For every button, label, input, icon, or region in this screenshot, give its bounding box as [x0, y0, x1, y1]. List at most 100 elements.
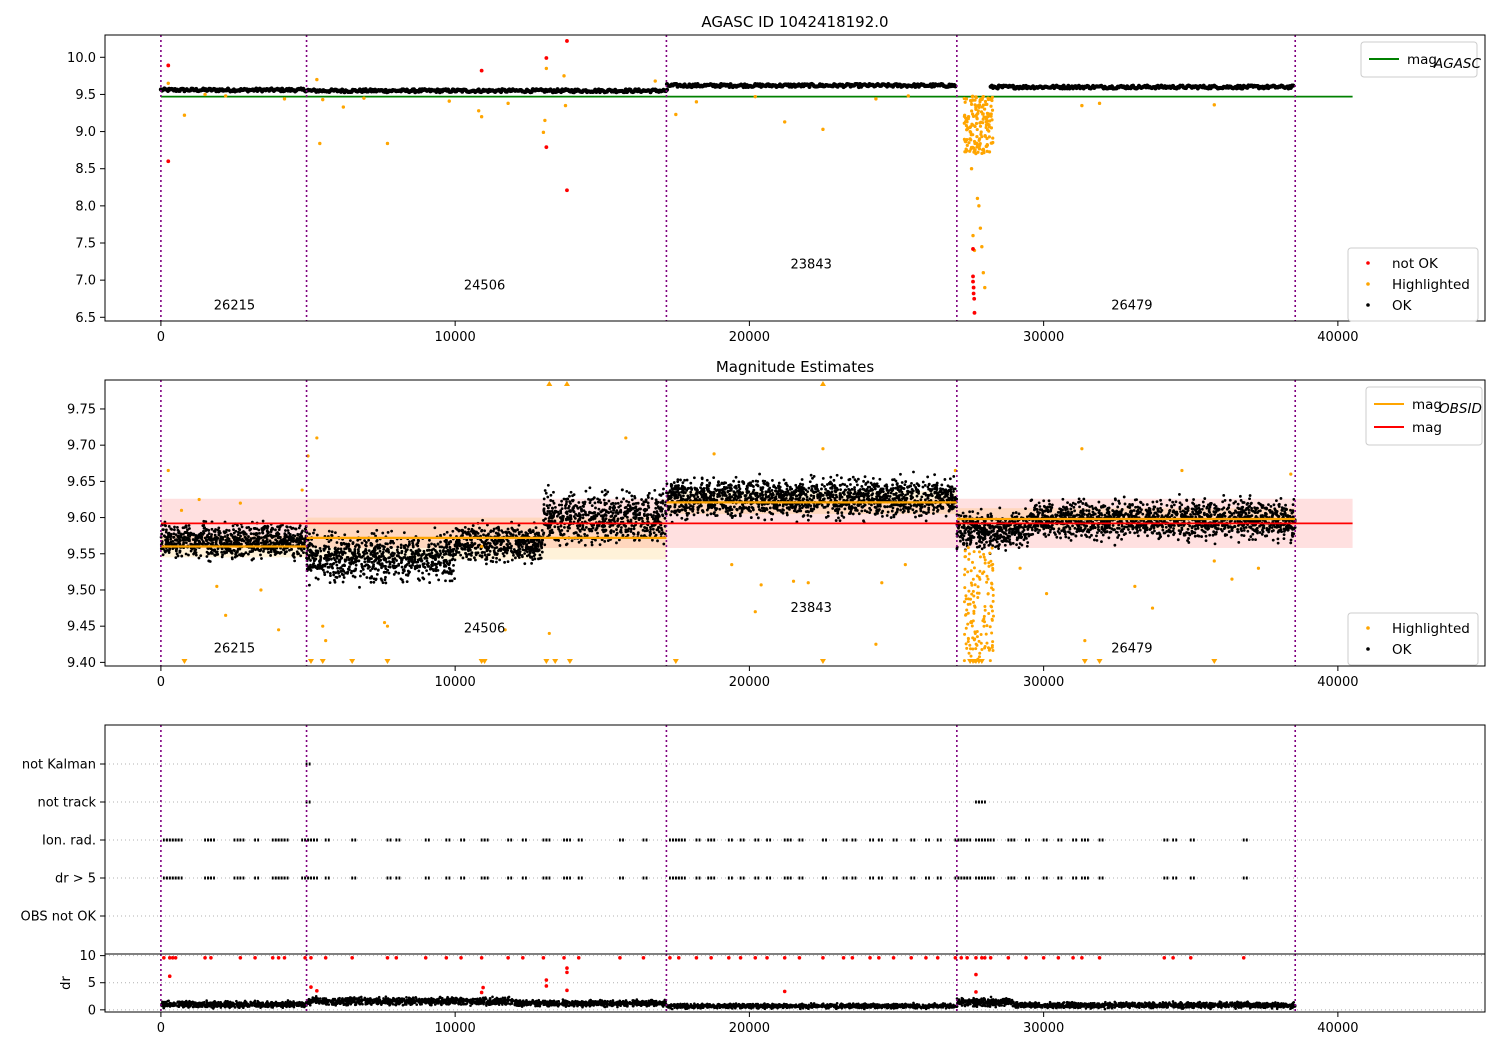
- ok-point: [639, 524, 643, 528]
- ok-point: [493, 546, 497, 550]
- ok-point: [195, 536, 199, 540]
- ok-point: [266, 550, 270, 554]
- ok-point: [485, 547, 489, 551]
- ok-point: [603, 488, 607, 492]
- ok-point: [654, 506, 658, 510]
- ok-point: [768, 506, 772, 510]
- ok-point: [247, 535, 250, 538]
- ok-point: [199, 554, 203, 558]
- ok-point: [839, 488, 842, 492]
- ok-point: [290, 547, 293, 551]
- ok-point: [354, 563, 358, 567]
- ok-point: [891, 483, 894, 487]
- x-tick-label: 0: [157, 330, 165, 345]
- ok-point: [387, 571, 391, 575]
- ok-point: [763, 518, 767, 522]
- ok-point: [619, 516, 623, 520]
- ok-point: [641, 528, 645, 532]
- ok-point: [693, 486, 697, 490]
- ok-point: [236, 549, 239, 553]
- ok-point: [506, 560, 510, 564]
- ok-point: [660, 528, 664, 532]
- ok-point: [829, 475, 833, 479]
- ok-point: [359, 569, 363, 573]
- ok-point: [303, 538, 306, 542]
- ok-point: [493, 538, 497, 542]
- ok-point: [388, 556, 392, 559]
- highlighted-point: [968, 98, 973, 103]
- ok-point: [455, 546, 459, 550]
- ok-point: [191, 538, 195, 541]
- ok-point: [386, 530, 390, 534]
- ok-point: [821, 498, 825, 501]
- ok-point: [540, 546, 544, 550]
- ok-point: [439, 533, 442, 537]
- ok-point: [615, 496, 619, 500]
- ok-point: [590, 540, 594, 544]
- ok-point: [932, 512, 935, 515]
- ok-point: [542, 511, 546, 515]
- ok-point: [612, 530, 616, 533]
- ok-point: [219, 535, 223, 539]
- ok-point: [318, 559, 322, 563]
- ok-point: [315, 533, 319, 537]
- ok-point: [529, 538, 533, 542]
- ok-point: [579, 508, 583, 512]
- ok-point: [510, 558, 514, 562]
- ok-point: [801, 483, 805, 486]
- ok-point: [345, 571, 349, 575]
- ok-point: [464, 543, 467, 547]
- highlighted-point: [962, 137, 967, 141]
- ok-point: [377, 556, 381, 560]
- ok-point: [387, 560, 391, 564]
- ok-point: [376, 568, 380, 572]
- ok-point: [590, 504, 594, 508]
- ok-point: [505, 547, 508, 551]
- ok-point: [584, 512, 587, 516]
- ok-point: [599, 501, 603, 504]
- ok-point: [348, 548, 352, 552]
- ok-point: [333, 578, 336, 582]
- ok-point: [324, 562, 327, 566]
- ok-point: [255, 532, 259, 536]
- ok-point: [189, 542, 193, 546]
- ok-point: [603, 493, 607, 497]
- highlighted-point: [385, 141, 390, 146]
- ok-point: [662, 487, 665, 491]
- ok-point: [606, 539, 610, 543]
- ok-point: [338, 559, 342, 563]
- ok-point: [483, 529, 486, 533]
- highlighted-point: [989, 104, 993, 108]
- ok-point: [564, 502, 568, 506]
- ok-point: [181, 526, 185, 530]
- ok-point: [585, 534, 589, 538]
- highlighted-point: [906, 94, 910, 98]
- highlighted-point: [963, 100, 967, 104]
- ok-point: [596, 497, 599, 501]
- ok-point: [505, 551, 509, 555]
- ok-point: [441, 550, 445, 553]
- ok-point: [383, 578, 387, 582]
- ok-point: [241, 537, 244, 541]
- ok-point: [675, 513, 679, 517]
- ok-point: [473, 530, 477, 534]
- ok-point: [482, 541, 486, 545]
- ok-point: [468, 533, 472, 536]
- panel-title: Magnitude Estimates: [716, 358, 874, 376]
- highlighted-point: [874, 97, 878, 101]
- ok-point: [833, 486, 837, 490]
- ok-point: [384, 558, 387, 562]
- ok-point: [365, 576, 369, 579]
- ok-point: [172, 535, 176, 539]
- ok-point: [426, 565, 430, 568]
- ok-point: [399, 577, 403, 581]
- ok-point: [298, 540, 301, 544]
- ok-point: [439, 540, 442, 544]
- ok-point: [334, 552, 338, 556]
- ok-point: [546, 506, 550, 510]
- ok-point: [648, 534, 652, 537]
- ok-point: [594, 506, 597, 510]
- ok-point: [663, 516, 667, 520]
- ok-point: [544, 491, 548, 495]
- ok-point: [378, 549, 382, 553]
